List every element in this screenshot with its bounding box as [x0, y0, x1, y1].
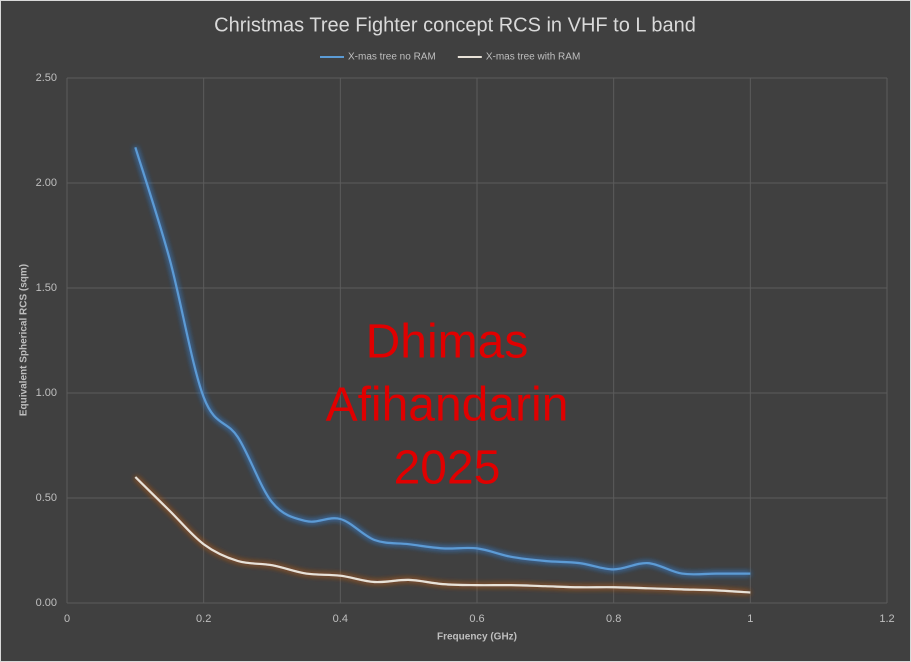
- y-tick-label: 2.00: [36, 177, 57, 189]
- y-tick-label: 1.00: [36, 387, 57, 399]
- y-tick-label: 1.50: [36, 282, 57, 294]
- watermark-text: Dhimas: [366, 316, 529, 369]
- lines: [134, 146, 751, 594]
- x-tick-label: 0: [64, 613, 70, 625]
- series-line: [134, 146, 751, 576]
- y-tick-label: 2.50: [36, 72, 57, 84]
- watermark: Dhimas Afihandarin 2025: [326, 316, 569, 495]
- x-axis-title: Frequency (GHz): [437, 632, 517, 643]
- chart-title: Christmas Tree Fighter concept RCS in VH…: [214, 14, 696, 36]
- x-tick-label: 0.4: [333, 613, 348, 625]
- x-tick-label: 0.2: [196, 613, 211, 625]
- legend-label: X-mas tree with RAM: [486, 52, 580, 63]
- x-tick-label: 0.8: [606, 613, 621, 625]
- x-tick-label: 1.2: [879, 613, 894, 625]
- x-tick-label: 1: [747, 613, 753, 625]
- legend: X-mas tree no RAM X-mas tree with RAM: [320, 52, 580, 63]
- y-tick-label: 0.50: [36, 492, 57, 504]
- x-tick-label: 0.6: [469, 613, 484, 625]
- watermark-text: 2025: [394, 442, 501, 495]
- y-tick-label: 0.00: [36, 597, 57, 609]
- grid: 0.00 0.50 1.00 1.50 2.00 2.50 0 0.2 0.4 0.6 0.8 1 1.…: [36, 72, 895, 625]
- y-axis-title: Equivalent Spherical RCS (sqm): [19, 264, 30, 416]
- series-line: [134, 476, 751, 594]
- legend-label: X-mas tree no RAM: [348, 52, 436, 63]
- watermark-text: Afihandarin: [326, 379, 569, 432]
